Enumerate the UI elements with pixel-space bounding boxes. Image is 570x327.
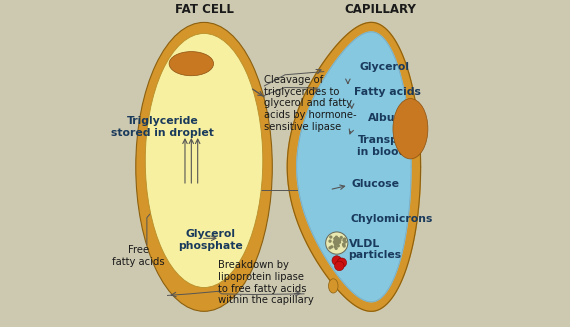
Circle shape — [334, 241, 336, 242]
Text: Fatty acids: Fatty acids — [354, 87, 421, 97]
Ellipse shape — [145, 33, 263, 287]
Circle shape — [336, 236, 337, 238]
Text: Albumin: Albumin — [368, 112, 418, 123]
Circle shape — [336, 241, 339, 243]
Circle shape — [343, 243, 344, 245]
Circle shape — [336, 242, 337, 244]
Text: Transport
in blood: Transport in blood — [357, 135, 416, 157]
Text: Free
fatty acids: Free fatty acids — [112, 245, 165, 267]
Ellipse shape — [169, 52, 214, 76]
Circle shape — [332, 256, 341, 265]
Circle shape — [334, 246, 336, 248]
Circle shape — [343, 239, 345, 241]
Circle shape — [330, 236, 332, 238]
Circle shape — [335, 261, 344, 271]
Circle shape — [337, 241, 339, 243]
Text: FAT CELL: FAT CELL — [174, 3, 234, 16]
Text: VLDL
particles: VLDL particles — [348, 239, 402, 260]
Circle shape — [337, 258, 347, 267]
Circle shape — [339, 239, 341, 241]
Text: Chylomicrons: Chylomicrons — [350, 214, 433, 224]
Circle shape — [329, 240, 331, 242]
Circle shape — [344, 241, 346, 243]
Ellipse shape — [136, 22, 272, 311]
Circle shape — [336, 241, 337, 243]
Text: Cleavage of
triglycerides to
glycerol and fatty
acids by hormone-
sensitive lipa: Cleavage of triglycerides to glycerol an… — [264, 75, 357, 131]
Circle shape — [334, 238, 336, 240]
Circle shape — [335, 237, 337, 239]
Circle shape — [335, 248, 337, 249]
Circle shape — [337, 245, 339, 247]
Circle shape — [343, 245, 345, 247]
Text: CAPILLARY: CAPILLARY — [344, 3, 416, 16]
Circle shape — [337, 238, 339, 240]
Text: Glucose: Glucose — [352, 179, 400, 189]
Polygon shape — [297, 32, 411, 302]
Ellipse shape — [328, 279, 338, 293]
Circle shape — [335, 243, 337, 245]
Circle shape — [334, 243, 336, 245]
Circle shape — [335, 239, 337, 241]
Circle shape — [344, 238, 345, 240]
Circle shape — [336, 241, 339, 243]
Circle shape — [333, 241, 335, 243]
Circle shape — [344, 239, 345, 241]
Text: Breakdown by
lipoprotein lipase
to free fatty acids
within the capillary: Breakdown by lipoprotein lipase to free … — [218, 260, 314, 305]
Text: Glycerol: Glycerol — [360, 62, 410, 72]
Circle shape — [331, 246, 333, 248]
Circle shape — [325, 232, 348, 254]
Circle shape — [329, 247, 331, 249]
Circle shape — [339, 241, 340, 243]
Circle shape — [337, 244, 339, 246]
Circle shape — [334, 238, 336, 240]
Circle shape — [343, 244, 345, 246]
Circle shape — [344, 240, 345, 242]
Ellipse shape — [393, 98, 428, 159]
Text: Glycerol
phosphate: Glycerol phosphate — [178, 229, 243, 251]
Circle shape — [340, 236, 342, 238]
Circle shape — [335, 243, 336, 245]
Text: Triglyceride
stored in droplet: Triglyceride stored in droplet — [111, 116, 214, 138]
Polygon shape — [287, 22, 421, 311]
